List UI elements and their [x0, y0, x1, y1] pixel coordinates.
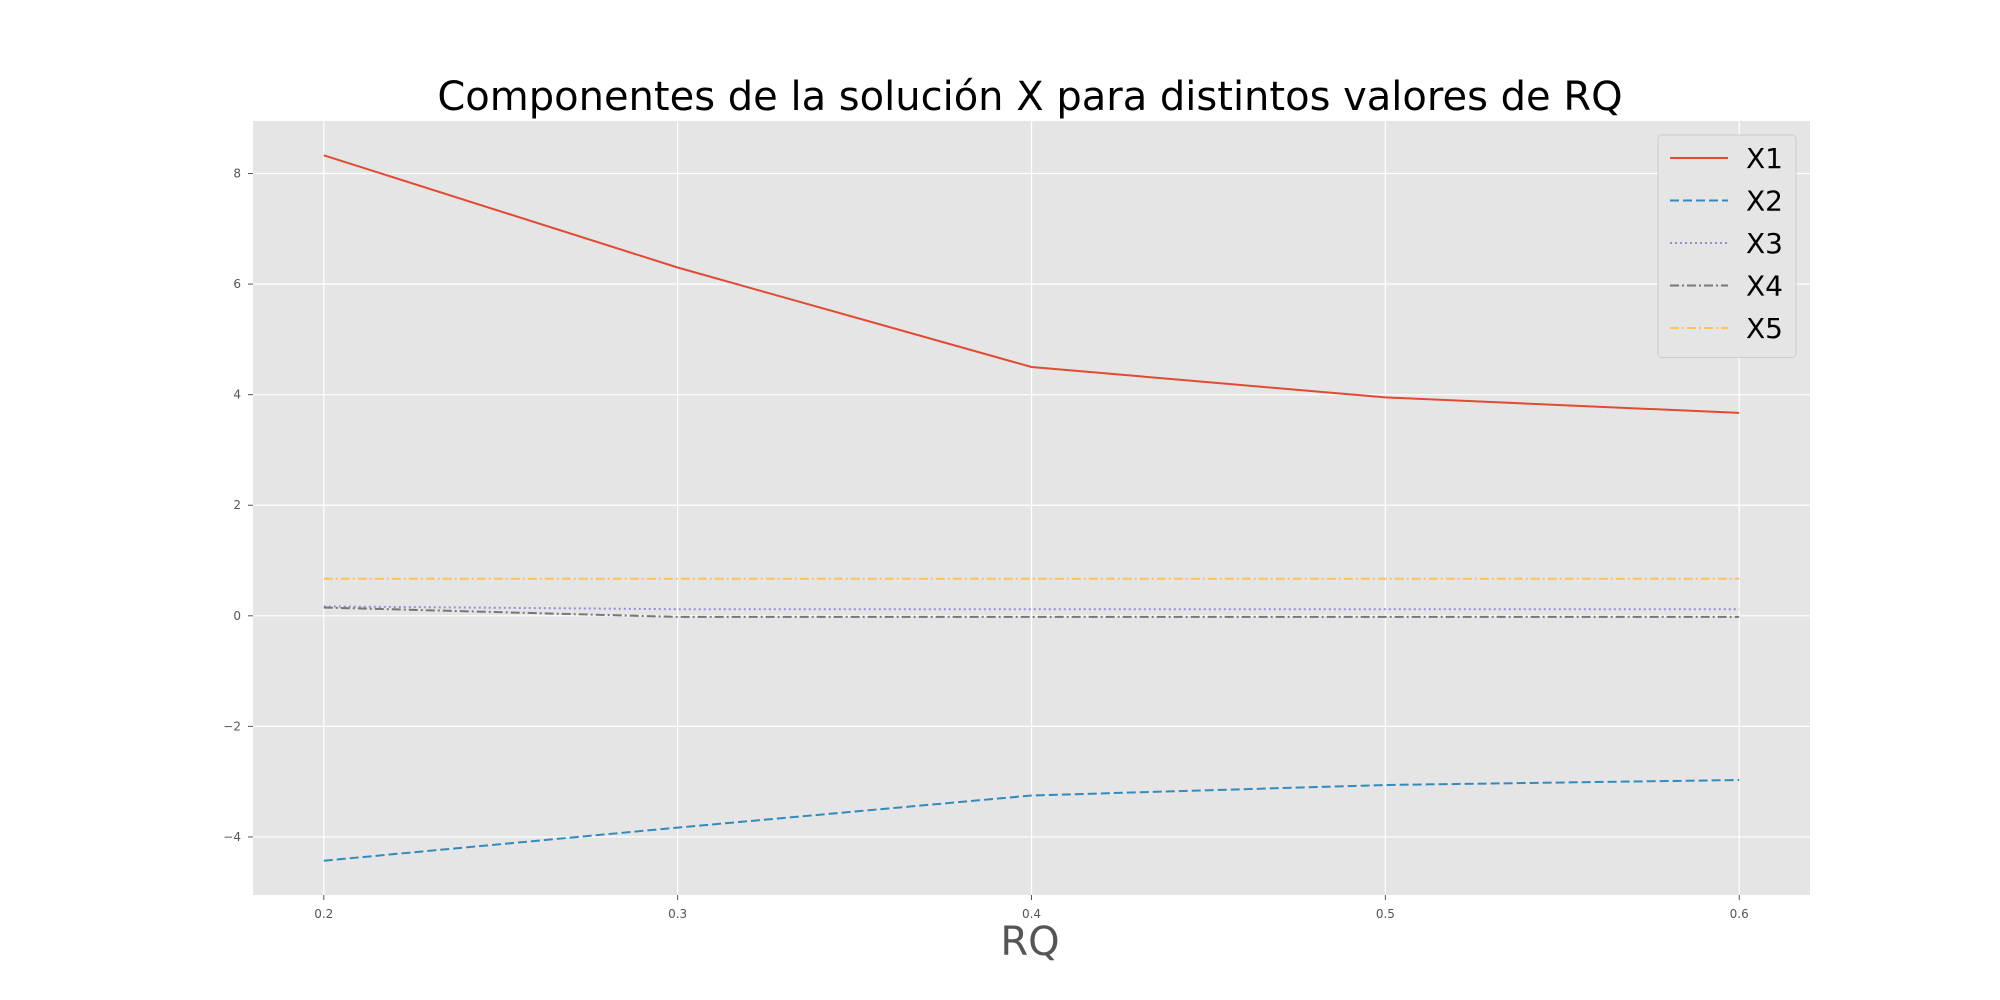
axis-ticks: 0.2 0.3 0.4 0.5 0.6 −4 −2 0 2 4 6 8 — [223, 167, 1748, 921]
legend-label-x1: X1 — [1746, 142, 1783, 175]
x-tick-label: 0.6 — [1730, 907, 1749, 921]
series-layer — [323, 154, 1740, 862]
grid-lines — [253, 121, 1810, 895]
chart-title: Componentes de la solución X para distin… — [437, 74, 1622, 120]
y-tick-label: −4 — [223, 830, 241, 844]
y-tick-label: 6 — [233, 277, 241, 291]
series-line-x3 — [323, 605, 1740, 611]
y-tick-label: 8 — [233, 167, 241, 181]
x-tick-label: 0.2 — [314, 907, 333, 921]
legend-box — [1657, 134, 1797, 358]
x-tick-label: 0.5 — [1376, 907, 1395, 921]
series-line-x4 — [323, 606, 1740, 618]
y-tick-label: 2 — [233, 498, 241, 512]
y-tick-label: 4 — [233, 388, 241, 402]
series-line-x1 — [323, 154, 1740, 414]
legend-label-x3: X3 — [1746, 227, 1783, 260]
x-tick-label: 0.4 — [1022, 907, 1041, 921]
series-line-x2 — [323, 779, 1740, 862]
legend-label-x2: X2 — [1746, 185, 1783, 218]
y-tick-label: 0 — [233, 609, 241, 623]
y-tick-label: −2 — [223, 719, 241, 733]
legend-label-x5: X5 — [1746, 312, 1783, 345]
x-tick-label: 0.3 — [668, 907, 687, 921]
x-axis-label: RQ — [1000, 919, 1059, 965]
legend-label-x4: X4 — [1746, 270, 1783, 303]
legend: X1 X2 X3 X4 X5 — [1657, 134, 1797, 358]
